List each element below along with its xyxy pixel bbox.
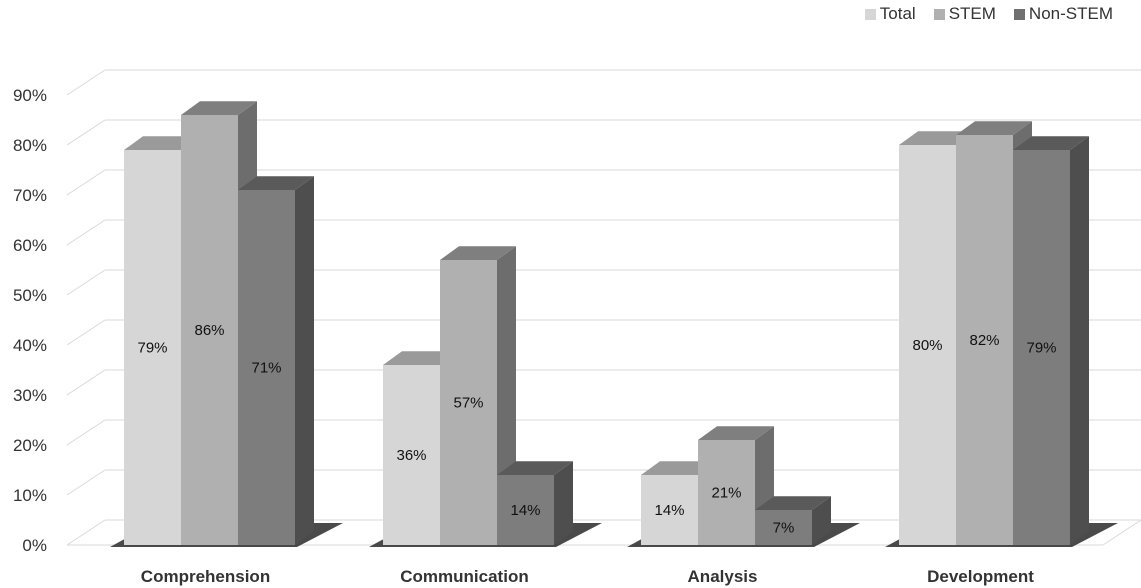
gridline-side — [66, 119, 106, 146]
data-label-non-stem-development: 79% — [1026, 340, 1056, 357]
bar-total-analysis-front — [641, 475, 698, 545]
bar-stem-comprehension-front — [181, 115, 238, 545]
x-category-label: Development — [927, 567, 1034, 586]
bar-group-development: 80% 82% 79% Development — [885, 121, 1118, 586]
bar-stem-development-front — [956, 135, 1013, 545]
y-tick-label: 10% — [13, 486, 47, 505]
bar-group-analysis: 14% 21% 7% Analysis — [627, 426, 860, 586]
legend-label-stem: STEM — [948, 4, 996, 23]
floor-edge-right — [1102, 519, 1141, 546]
bar-non-stem-communication-side — [554, 461, 573, 545]
gridline-side — [66, 219, 106, 246]
bar-total-development-front — [899, 145, 956, 545]
bar-stem-development-top — [956, 121, 1032, 135]
legend-swatch-total — [864, 8, 876, 20]
data-label-total-analysis: 14% — [654, 502, 684, 519]
bar-non-stem-analysis-top — [755, 496, 831, 510]
bar-non-stem-development-front — [1013, 150, 1070, 545]
y-tick-label: 70% — [13, 186, 47, 205]
bar-non-stem-analysis-side — [812, 496, 831, 545]
gridline-side — [66, 469, 106, 496]
bar-non-stem-analysis-front — [755, 510, 812, 545]
legend-label-total: Total — [879, 4, 916, 23]
legend-swatch-non-stem — [1013, 8, 1025, 20]
bar-group-comprehension: 79% 86% 71% Comprehension — [110, 101, 343, 586]
bar-non-stem-comprehension-side — [295, 176, 314, 545]
y-tick-label: 30% — [13, 386, 47, 405]
bar-stem-communication-front — [440, 260, 497, 545]
bar-non-stem-comprehension-front — [238, 190, 295, 545]
bar-stem-comprehension-top — [181, 101, 257, 115]
y-tick-label: 60% — [13, 236, 47, 255]
data-label-stem-comprehension: 86% — [194, 322, 224, 339]
y-tick-label: 80% — [13, 136, 47, 155]
gridline-side — [66, 169, 106, 196]
y-axis: 0% 10% 20% 30% 40% 50% 60% 70% 80% 90% — [13, 86, 47, 555]
bar-non-stem-analysis: 7% — [755, 496, 831, 545]
gridline-side — [66, 369, 106, 396]
bar-stem-analysis-front — [698, 440, 755, 545]
bar-non-stem-comprehension-top — [238, 176, 314, 190]
bars: 79% 86% 71% Comprehension 36% 57% 14% Communica… — [110, 101, 1118, 586]
y-tick-label: 0% — [22, 536, 47, 555]
data-label-stem-analysis: 21% — [711, 485, 741, 502]
data-label-stem-communication: 57% — [453, 395, 483, 412]
data-label-non-stem-analysis: 7% — [773, 520, 795, 537]
y-tick-label: 40% — [13, 336, 47, 355]
data-label-total-development: 80% — [912, 337, 942, 354]
gridline-side — [66, 519, 106, 546]
bar-total-communication-front — [383, 365, 440, 545]
data-label-total-communication: 36% — [396, 447, 426, 464]
x-category-label: Comprehension — [141, 567, 270, 586]
legend: Total STEM Non-STEM — [864, 4, 1113, 24]
legend-label-non-stem: Non-STEM — [1028, 4, 1113, 23]
legend-item-total: Total — [864, 4, 916, 24]
bar-stem-communication-top — [440, 246, 516, 260]
gridline-side — [66, 269, 106, 296]
bar-non-stem-communication: 14% — [497, 461, 573, 545]
bar-non-stem-comprehension: 71% — [238, 176, 314, 545]
x-category-label: Analysis — [688, 567, 758, 586]
bar-stem-communication: 57% — [440, 246, 516, 545]
legend-swatch-stem — [933, 8, 945, 20]
gridline-side — [66, 419, 106, 446]
bar-non-stem-development-side — [1070, 136, 1089, 545]
y-tick-label: 50% — [13, 286, 47, 305]
bar-non-stem-communication-front — [497, 475, 554, 545]
bar-non-stem-development-top — [1013, 136, 1089, 150]
legend-item-non-stem: Non-STEM — [1013, 4, 1113, 24]
bar-stem-analysis-top — [698, 426, 774, 440]
gridline-side — [66, 319, 106, 346]
data-label-non-stem-communication: 14% — [510, 502, 540, 519]
data-label-total-comprehension: 79% — [137, 340, 167, 357]
data-label-stem-development: 82% — [969, 332, 999, 349]
bar-group-communication: 36% 57% 14% Communication — [369, 246, 602, 586]
bar-non-stem-communication-top — [497, 461, 573, 475]
bar-non-stem-development: 79% — [1013, 136, 1089, 545]
legend-item-stem: STEM — [933, 4, 996, 24]
y-tick-label: 90% — [13, 86, 47, 105]
x-category-label: Communication — [400, 567, 528, 586]
bar-total-comprehension-front — [124, 150, 181, 545]
gridline-side — [66, 69, 106, 96]
y-tick-label: 20% — [13, 436, 47, 455]
data-label-non-stem-comprehension: 71% — [251, 360, 281, 377]
